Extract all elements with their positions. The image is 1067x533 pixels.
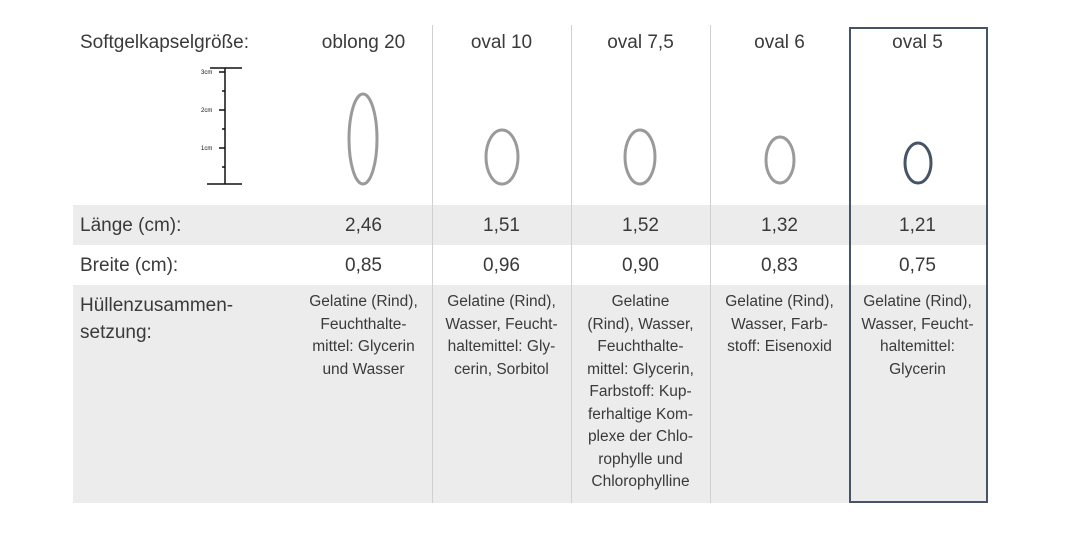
composition-value: Gelatine (Rind), Wasser, Feucht- haltemi… <box>861 293 974 378</box>
width-value: 0,90 <box>622 255 659 276</box>
composition-row-band <box>73 285 986 503</box>
column-header: oval 7,5 <box>607 32 674 53</box>
ruler <box>207 67 242 185</box>
composition-value: Gelatine (Rind), Feuchthalte- mittel: Gl… <box>309 293 418 378</box>
ruler-label: 1cm <box>201 146 212 152</box>
highlight-box-oval-5 <box>849 27 988 503</box>
width-value: 0,83 <box>761 255 798 276</box>
column-header: oval 10 <box>470 32 533 53</box>
width-value: 0,85 <box>345 255 382 276</box>
width-value: 0,75 <box>899 255 936 276</box>
capsule-oval-5 <box>903 141 933 185</box>
length-row-band <box>73 205 986 245</box>
composition-label: Hüllenzusammen- setzung: <box>80 295 234 343</box>
divider <box>432 25 433 503</box>
capsule-oval-7-5 <box>623 128 657 186</box>
composition-value: Gelatine (Rind), Wasser, Feucht- haltemi… <box>445 293 558 378</box>
width-value: 0,96 <box>483 255 520 276</box>
divider <box>710 25 711 503</box>
length-value: 1,21 <box>899 215 936 236</box>
capsule-oval-6 <box>764 135 796 185</box>
divider <box>571 25 572 503</box>
length-label: Länge (cm): <box>80 215 182 236</box>
length-value: 1,51 <box>483 215 520 236</box>
header-label: Softgelkapselgröße: <box>80 32 249 53</box>
composition-value: Gelatine (Rind), Wasser, Farb- stoff: Ei… <box>725 293 834 355</box>
length-value: 1,32 <box>761 215 798 236</box>
capsule-oblong-20 <box>347 92 379 186</box>
length-value: 1,52 <box>622 215 659 236</box>
capsule-oval-10 <box>484 128 520 186</box>
column-header: oval 5 <box>892 32 943 53</box>
length-value: 2,46 <box>345 215 382 236</box>
composition-value: Gelatine (Rind), Wasser, Feuchthalte- mi… <box>587 293 694 490</box>
column-header: oval 6 <box>754 32 805 53</box>
ruler-label: 3cm <box>201 70 212 76</box>
ruler-label: 2cm <box>201 108 212 114</box>
width-label: Breite (cm): <box>80 255 179 276</box>
column-header: oblong 20 <box>321 32 406 53</box>
